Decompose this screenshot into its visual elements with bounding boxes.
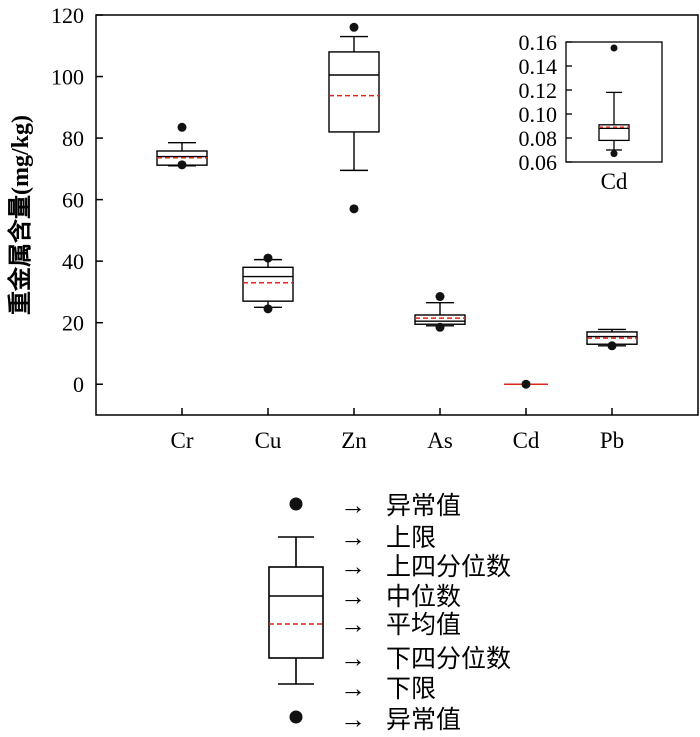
x-tick-label: Cu xyxy=(255,428,282,453)
x-tick-label: Cr xyxy=(171,428,194,453)
outlier-point xyxy=(521,379,531,389)
legend-item: → 平均值 xyxy=(340,610,461,639)
y-tick-label: 20 xyxy=(62,311,84,336)
legend-outlier-dot xyxy=(289,710,303,724)
outlier-point xyxy=(263,253,273,263)
y-axis-label: 重金属含量(mg/kg) xyxy=(6,115,34,315)
legend-item: → 中位数 xyxy=(340,582,461,611)
y-tick-label: 80 xyxy=(62,126,84,151)
inset-y-tick-label: 0.06 xyxy=(519,150,558,175)
legend-arrow: → xyxy=(340,705,366,734)
inset-y-tick-label: 0.12 xyxy=(519,78,558,103)
outlier-point xyxy=(349,204,359,214)
outlier-point xyxy=(610,44,618,52)
legend-arrow: → xyxy=(340,610,366,639)
legend-label: 异常值 xyxy=(386,706,461,734)
x-tick-label: Pb xyxy=(600,428,624,453)
outlier-point xyxy=(435,292,445,302)
outlier-point xyxy=(607,341,617,351)
outlier-point xyxy=(349,22,359,32)
iqr-box xyxy=(242,266,294,302)
inset-plot: 0.060.080.100.120.140.16 Cd xyxy=(519,30,663,194)
inset-y-tick-label: 0.14 xyxy=(519,54,558,79)
box-cd xyxy=(504,379,548,389)
legend-item: → 上四分位数 xyxy=(340,552,511,581)
legend-iqr-box xyxy=(268,566,324,659)
x-tick-label: As xyxy=(427,428,453,453)
plot-frame xyxy=(95,14,699,416)
legend-label: 异常值 xyxy=(386,492,461,520)
legend-label: 上四分位数 xyxy=(386,553,511,581)
legend-label: 中位数 xyxy=(386,583,461,611)
inset-y-tick-label: 0.16 xyxy=(519,30,558,55)
legend-item: → 异常值 xyxy=(340,705,461,734)
y-tick-label: 40 xyxy=(62,249,84,274)
box-zn xyxy=(328,22,380,214)
inset-y-tick-label: 0.10 xyxy=(519,102,558,127)
legend-item: → 下限 xyxy=(340,674,436,703)
legend-label: 下限 xyxy=(386,676,436,703)
legend-outlier-dot xyxy=(289,497,303,511)
y-tick-label: 120 xyxy=(51,3,84,28)
legend-arrow: → xyxy=(340,644,366,673)
legend-label: 上限 xyxy=(386,524,436,552)
legend-arrow: → xyxy=(340,674,366,703)
box-as xyxy=(414,292,466,332)
iqr-box xyxy=(328,51,380,133)
legend-arrow: → xyxy=(340,552,366,581)
legend-item: → 上限 xyxy=(340,523,436,552)
legend-label: 下四分位数 xyxy=(386,645,511,673)
x-tick-label: Cd xyxy=(513,428,540,453)
outlier-point xyxy=(177,160,187,170)
legend-label: 平均值 xyxy=(386,611,461,639)
outlier-point xyxy=(263,304,273,314)
main-plot: 0 20 40 60 80 100 120 重金属含量(mg/kg) Cr Cu Zn As Cd Pb xyxy=(6,3,699,453)
legend-item: → 下四分位数 xyxy=(340,644,511,673)
inset-x-tick-label: Cd xyxy=(601,169,628,194)
outlier-point xyxy=(610,150,618,158)
box-cr xyxy=(156,122,208,170)
inset-box-cd xyxy=(598,44,630,158)
outlier-point xyxy=(177,122,187,132)
x-tick-label: Zn xyxy=(341,428,367,453)
y-tick-label: 0 xyxy=(73,372,84,397)
legend: → 异常值 → 上限 → 上四分位数 → 中位数 → 平均值 → 下四分位数 → 下限 → 异常值 xyxy=(268,491,511,734)
legend-arrow: → xyxy=(340,582,366,611)
y-tick-label: 60 xyxy=(62,188,84,213)
y-tick-label: 100 xyxy=(51,65,84,90)
legend-arrow: → xyxy=(340,523,366,552)
box-cu xyxy=(242,253,294,314)
legend-item: → 异常值 xyxy=(340,491,461,520)
outlier-point xyxy=(435,322,445,332)
inset-y-tick-label: 0.08 xyxy=(519,126,558,151)
legend-arrow: → xyxy=(340,491,366,520)
box-pb xyxy=(586,328,638,351)
